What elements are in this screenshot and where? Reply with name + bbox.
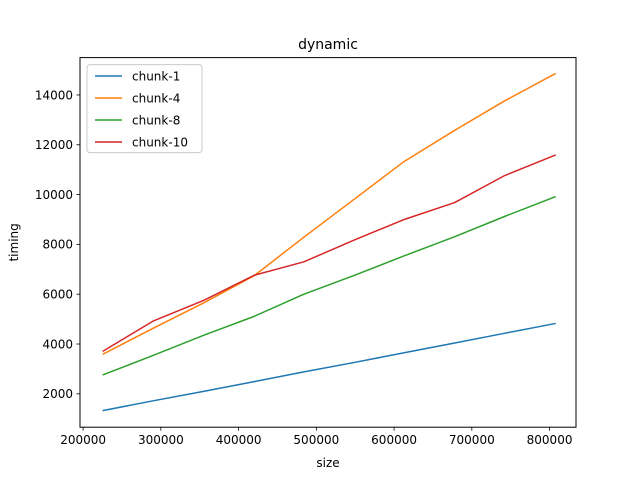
y-tick-label: 10000 xyxy=(35,188,73,202)
x-tick-label: 300000 xyxy=(138,433,184,447)
series-line-chunk-10 xyxy=(102,154,556,353)
y-tick-label: 4000 xyxy=(42,337,73,351)
x-tick-label: 800000 xyxy=(527,433,573,447)
series-line-chunk-8 xyxy=(102,195,556,376)
plot-lines xyxy=(102,72,557,412)
y-axis-label: timing xyxy=(7,223,21,261)
y-tick-label: 14000 xyxy=(35,88,73,102)
x-tick-label: 200000 xyxy=(60,433,106,447)
x-tick-label: 500000 xyxy=(293,433,339,447)
x-axis-label: size xyxy=(316,456,339,470)
x-tick-label: 600000 xyxy=(371,433,417,447)
y-tick-label: 2000 xyxy=(42,387,73,401)
legend-label-chunk-1: chunk-1 xyxy=(132,69,180,83)
x-axis-ticks: 200000 300000 400000 500000 600000 700000 8000… xyxy=(60,427,572,447)
legend-label-chunk-8: chunk-8 xyxy=(132,113,180,127)
legend: chunk-1 chunk-4 chunk-8 chunk-10 xyxy=(86,64,203,154)
plot-frame xyxy=(79,57,577,428)
y-tick-label: 6000 xyxy=(42,288,73,302)
y-tick-label: 12000 xyxy=(35,138,73,152)
y-tick-label: 8000 xyxy=(42,238,73,252)
legend-label-chunk-4: chunk-4 xyxy=(132,91,180,105)
x-tick-label: 400000 xyxy=(216,433,262,447)
y-axis-ticks: 2000 4000 6000 8000 10000 12000 14000 xyxy=(35,88,80,401)
x-tick-label: 700000 xyxy=(449,433,495,447)
series-line-chunk-4 xyxy=(102,72,557,355)
series-line-chunk-1 xyxy=(102,322,556,412)
legend-box xyxy=(86,64,203,154)
legend-label-chunk-10: chunk-10 xyxy=(132,135,188,149)
chart-title: dynamic xyxy=(298,37,358,53)
